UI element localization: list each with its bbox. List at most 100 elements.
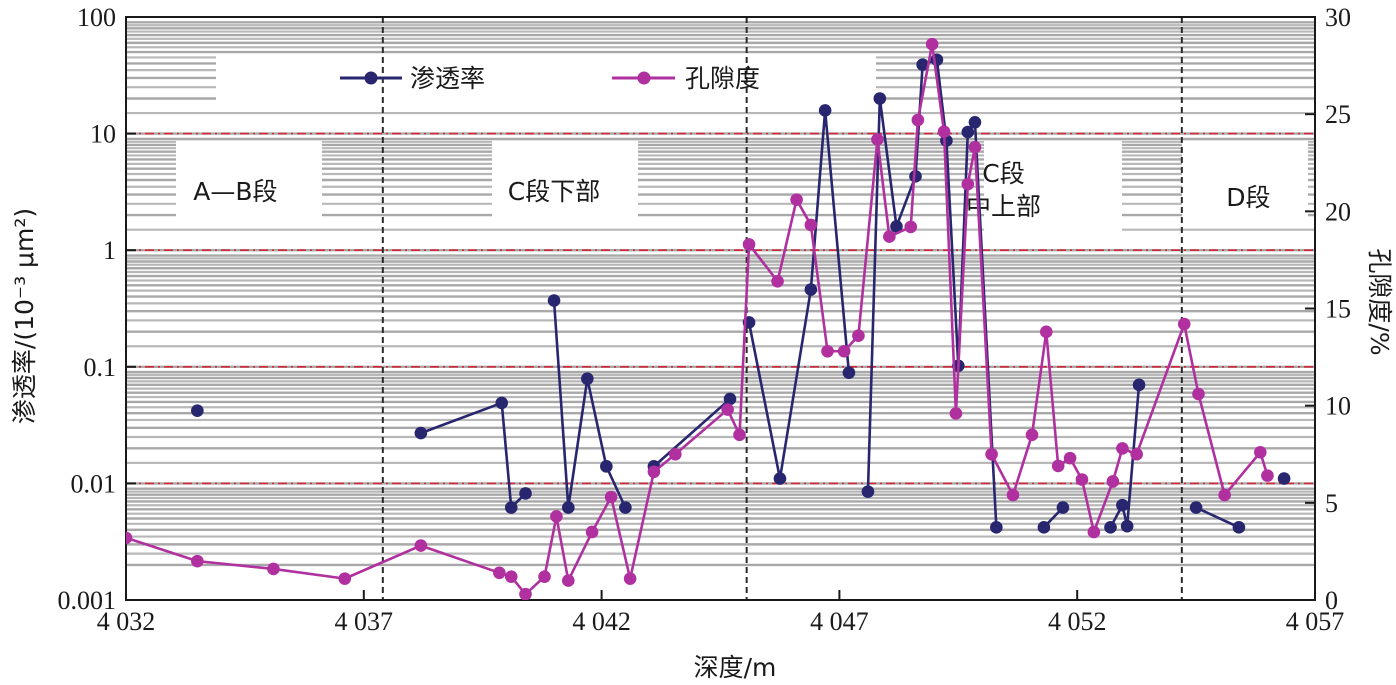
data-point: [1116, 498, 1129, 512]
data-point: [1277, 472, 1291, 485]
label-background: [216, 55, 876, 105]
data-point: [990, 521, 1003, 534]
legend-item-porosity: 孔隙度: [612, 64, 760, 93]
data-point: [968, 116, 982, 129]
data-point: [267, 562, 280, 576]
data-point: [916, 58, 929, 71]
data-point: [1087, 525, 1101, 539]
data-point: [191, 404, 204, 418]
label-backgrounds: [176, 55, 1308, 231]
y-right-tick-label: 15: [1325, 295, 1351, 324]
data-point: [837, 344, 851, 358]
y-right-tick-label: 25: [1325, 100, 1351, 129]
series-line: [653, 397, 731, 468]
x-tick-label: 4 037: [335, 607, 394, 636]
data-point: [338, 572, 352, 585]
data-point: [1056, 501, 1070, 514]
data-point: [1106, 475, 1120, 488]
label-background: [1182, 141, 1308, 219]
y-right-tick-label: 0: [1325, 586, 1338, 615]
x-tick-label: 4 032: [97, 607, 156, 636]
data-point: [985, 447, 998, 461]
data-point: [1120, 519, 1134, 533]
x-tick-label: 4 042: [572, 607, 631, 636]
data-point: [1192, 387, 1205, 401]
data-point: [904, 220, 918, 234]
y-right-tick-label: 5: [1325, 489, 1338, 518]
data-point: [733, 428, 746, 442]
x-axis-ticks: 4 032 4 037 4 042 4 047 4 052 4 057: [97, 590, 1345, 636]
zone-label: A—B段: [193, 177, 277, 206]
x-tick-label: 4 047: [810, 607, 869, 636]
data-point: [600, 460, 613, 473]
data-point: [547, 294, 561, 307]
data-point: [604, 490, 618, 504]
y-left-tick-label: 1: [103, 236, 116, 265]
data-point: [861, 485, 875, 498]
series-line: [866, 58, 998, 528]
data-point: [852, 329, 865, 343]
data-point: [647, 465, 661, 479]
y-left-tick-label: 0.001: [58, 586, 117, 615]
data-point: [723, 392, 737, 406]
data-point: [191, 554, 204, 568]
data-point: [1063, 451, 1077, 465]
y-right-tick-label: 20: [1325, 197, 1351, 226]
background-gridlines: [126, 21, 1315, 567]
x-tick-label: 4 057: [1286, 607, 1345, 636]
data-point: [925, 37, 939, 51]
data-point: [773, 472, 787, 485]
data-point: [771, 274, 784, 288]
x-tick-label: 4 052: [1048, 607, 1107, 636]
data-point: [1037, 521, 1051, 534]
data-point: [1130, 447, 1143, 461]
zone-label: C段: [982, 159, 1024, 188]
data-point: [538, 570, 551, 583]
data-point: [495, 396, 509, 410]
y-left-axis-title: 渗透率/(10⁻³ μm²): [10, 208, 39, 424]
legend-marker-porosity: [637, 71, 651, 85]
label-background: [984, 141, 1122, 231]
data-point: [1006, 488, 1020, 502]
data-point: [721, 403, 734, 416]
series-permeability: [191, 53, 1291, 534]
data-point: [519, 487, 532, 500]
data-point: [890, 220, 903, 233]
data-point: [414, 426, 428, 440]
x-axis-title: 深度/m: [694, 653, 777, 682]
data-point: [968, 140, 982, 154]
series-line: [1195, 506, 1240, 529]
legend-item-permeability: 渗透率: [340, 64, 485, 93]
label-background: [176, 141, 322, 217]
y-left-tick-label: 100: [77, 3, 116, 32]
data-point: [585, 525, 599, 539]
data-point: [873, 92, 887, 105]
y-left-tick-label: 10: [90, 120, 116, 149]
series-line: [126, 42, 1269, 596]
series-porosity: [126, 37, 1274, 600]
data-point: [1261, 469, 1274, 482]
data-point: [949, 407, 963, 420]
data-point: [1254, 446, 1267, 459]
legend-label-porosity: 孔隙度: [685, 64, 760, 93]
data-point: [1232, 521, 1246, 534]
legend-marker-permeability: [364, 71, 378, 85]
data-point: [883, 230, 896, 243]
zone-label: C段下部: [508, 177, 600, 206]
data-point: [818, 104, 832, 117]
data-point: [961, 125, 975, 139]
data-point: [581, 372, 594, 386]
data-point: [1177, 317, 1191, 331]
legend-label-permeability: 渗透率: [410, 64, 485, 93]
series-line: [420, 401, 527, 509]
data-point: [623, 572, 637, 585]
data-point: [1051, 459, 1065, 473]
data-point: [821, 344, 834, 358]
data-point: [1218, 488, 1231, 502]
data-point: [804, 283, 818, 296]
y-left-tick-label: 0.01: [71, 469, 117, 498]
data-point: [126, 531, 133, 545]
data-point: [804, 218, 818, 232]
data-point: [562, 501, 575, 514]
